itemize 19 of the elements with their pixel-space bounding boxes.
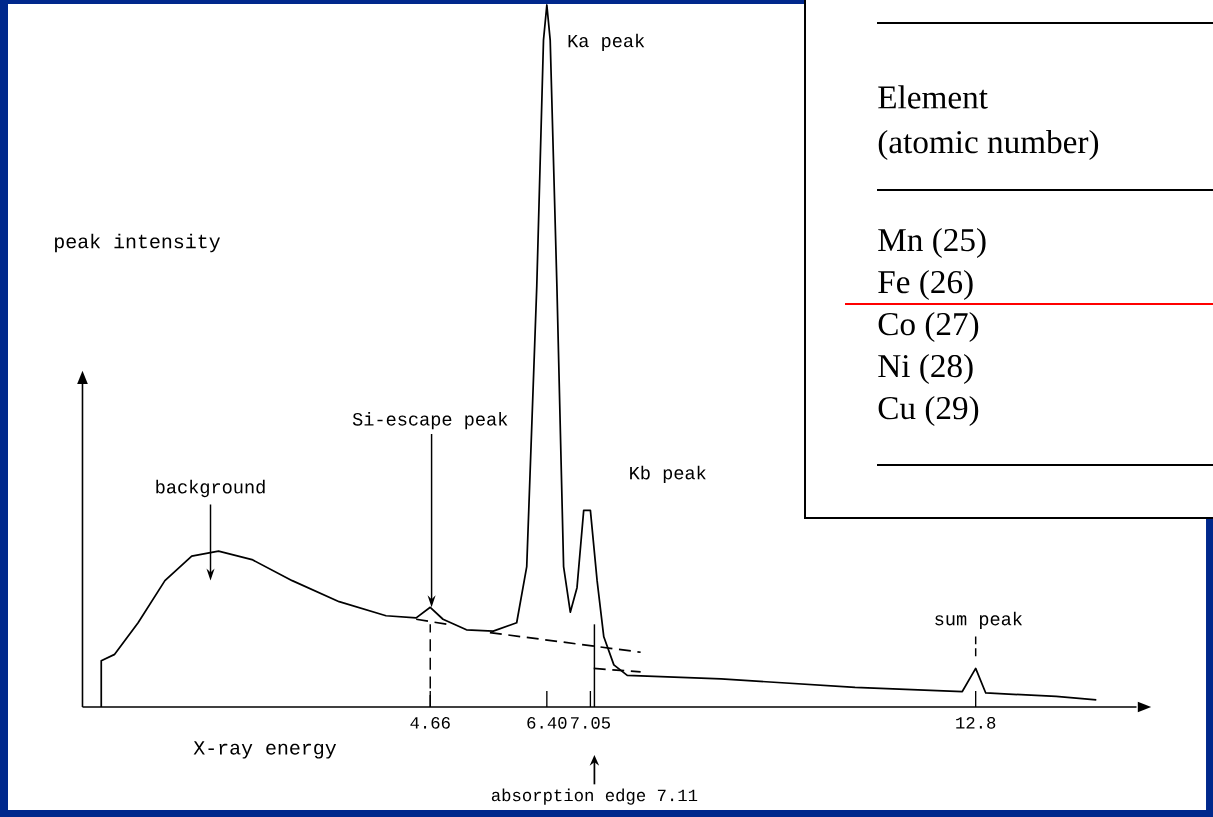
x-tick-label: 7.05: [571, 717, 611, 729]
annotation: Ka peak: [568, 33, 645, 51]
x-tick-label: 6.40: [527, 717, 567, 729]
ref-line-label: absorption edge 7.11: [491, 788, 698, 805]
annotation: Element: [878, 85, 988, 109]
annotation: Si-escape peak: [352, 411, 508, 430]
x-axis-title: X-ray energy: [193, 741, 337, 759]
annotation: Ni (28): [878, 353, 973, 385]
y-axis-title: peak intensity: [55, 233, 221, 253]
annotation: background: [156, 479, 265, 498]
annotation: (atomic number): [878, 129, 1099, 161]
annotation: Kb peak: [630, 465, 706, 484]
annotation: Co (27): [878, 311, 979, 343]
annotation: Fe (26): [878, 269, 973, 301]
annotation: Mn (25): [878, 227, 986, 259]
annotation: sum peak: [935, 611, 1023, 630]
x-tick-label: 12.8: [956, 717, 996, 729]
annotation: Cu (29): [878, 395, 979, 427]
x-tick-label: 4.66: [410, 717, 450, 729]
